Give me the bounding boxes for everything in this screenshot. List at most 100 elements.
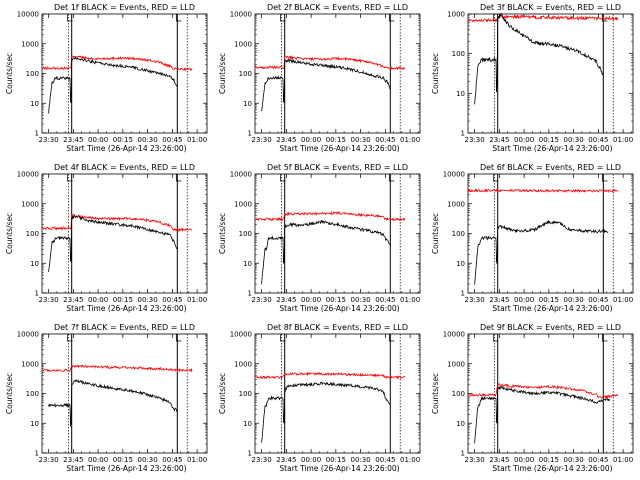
marker-bracket <box>175 174 182 182</box>
x-tick-label: 01:00 <box>187 136 207 144</box>
x-tick-label: 00:45 <box>375 456 395 464</box>
chart-svg-1: Det 1f BLACK = Events, RED = LLD 1 10 100 10… <box>5 3 208 153</box>
y-tick-label: 10 <box>30 420 39 428</box>
chart-svg-5: Det 5f BLACK = Events, RED = LLD 1 10 100 10… <box>218 163 421 313</box>
chart-panel-1: Det 1f BLACK = Events, RED = LLD 1 10 100 10… <box>0 0 213 160</box>
x-tick-label: 23:30 <box>39 136 59 144</box>
x-tick-label: 23:30 <box>39 456 59 464</box>
x-tick-label: 00:15 <box>326 456 346 464</box>
x-tick-label: 23:30 <box>39 296 59 304</box>
marker-bracket <box>493 14 499 22</box>
x-tick-label: 23:45 <box>63 136 83 144</box>
y-axis-label: Counts/sec <box>5 53 14 94</box>
x-tick-label: 00:45 <box>588 456 608 464</box>
marker-bracket <box>175 14 182 22</box>
series-events-line <box>48 379 178 427</box>
y-tick-label: 1000 <box>21 40 39 48</box>
x-tick-label: 00:00 <box>514 296 534 304</box>
marker-bracket <box>175 334 182 342</box>
marker-bracket <box>388 174 395 182</box>
x-tick-label: 00:15 <box>326 136 346 144</box>
x-axis-label: Start Time (26-Apr-14 23:26:00) <box>279 144 399 153</box>
x-axis-label: Start Time (26-Apr-14 23:26:00) <box>279 464 399 473</box>
y-tick-label: 1000 <box>234 200 252 208</box>
series-lld-line <box>41 213 193 233</box>
series-lld-line <box>254 210 406 222</box>
x-axis-label: Start Time (26-Apr-14 23:26:00) <box>279 304 399 313</box>
series-events-line <box>261 381 391 443</box>
chart-panel-4: Det 4f BLACK = Events, RED = LLD 1 10 100 10… <box>0 160 213 320</box>
y-tick-label: 10 <box>243 420 252 428</box>
y-tick-label: 1 <box>461 450 465 458</box>
y-tick-label: 10 <box>456 90 465 98</box>
chart-title: Det 9f BLACK = Events, RED = LLD <box>480 323 621 332</box>
y-tick-label: 10000 <box>230 11 252 19</box>
x-axis-label: Start Time (26-Apr-14 23:26:00) <box>492 144 612 153</box>
x-tick-label: 00:00 <box>301 136 321 144</box>
x-tick-label: 23:30 <box>252 296 272 304</box>
chart-panel-6: Det 6f BLACK = Events, RED = LLD 1 10 100 10… <box>426 160 639 320</box>
y-tick-label: 1 <box>248 450 252 458</box>
x-tick-label: 00:00 <box>88 456 108 464</box>
x-tick-label: 23:45 <box>63 456 83 464</box>
y-tick-label: 10 <box>243 100 252 108</box>
x-tick-label: 23:45 <box>276 296 296 304</box>
marker-bracket <box>388 14 395 22</box>
series-events-line <box>48 214 178 272</box>
x-tick-label: 23:45 <box>276 456 296 464</box>
x-tick-label: 01:00 <box>400 456 420 464</box>
y-tick-label: 1000 <box>21 360 39 368</box>
x-tick-label: 23:30 <box>252 136 272 144</box>
x-tick-label: 01:00 <box>613 296 633 304</box>
y-tick-label: 100 <box>239 230 252 238</box>
x-tick-label: 00:45 <box>162 136 182 144</box>
y-axis-label: Counts/sec <box>431 213 440 254</box>
series-events-line <box>474 385 611 444</box>
x-tick-label: 23:45 <box>489 456 509 464</box>
x-tick-label: 00:30 <box>351 456 371 464</box>
series-events-line <box>261 220 391 285</box>
x-tick-label: 01:00 <box>187 296 207 304</box>
x-tick-label: 01:00 <box>613 136 633 144</box>
x-tick-label: 23:45 <box>489 136 509 144</box>
chart-svg-2: Det 2f BLACK = Events, RED = LLD 1 10 100 10… <box>218 3 421 153</box>
plot-frame <box>467 13 634 134</box>
chart-title: Det 7f BLACK = Events, RED = LLD <box>54 323 195 332</box>
marker-bracket <box>280 14 286 22</box>
marker-bracket <box>601 14 608 22</box>
y-tick-label: 1000 <box>234 360 252 368</box>
x-tick-label: 00:15 <box>113 296 133 304</box>
x-tick-label: 00:30 <box>564 296 584 304</box>
marker-bracket <box>280 174 286 182</box>
marker-bracket <box>67 174 73 182</box>
x-tick-label: 23:45 <box>63 296 83 304</box>
y-tick-label: 1 <box>248 290 252 298</box>
y-tick-label: 1 <box>461 130 465 138</box>
x-tick-label: 00:45 <box>588 296 608 304</box>
chart-title: Det 8f BLACK = Events, RED = LLD <box>267 323 408 332</box>
x-tick-label: 00:00 <box>514 456 534 464</box>
y-tick-label: 10 <box>243 260 252 268</box>
y-tick-label: 1 <box>35 290 39 298</box>
x-tick-label: 00:15 <box>539 296 559 304</box>
x-tick-label: 00:00 <box>88 296 108 304</box>
y-axis-label: Counts/sec <box>5 213 14 254</box>
y-tick-label: 100 <box>452 50 465 58</box>
x-axis-label: Start Time (26-Apr-14 23:26:00) <box>66 144 186 153</box>
y-tick-label: 100 <box>239 390 252 398</box>
chart-svg-3: Det 3f BLACK = Events, RED = LLD 1 10 100 10… <box>431 3 634 153</box>
y-tick-label: 100 <box>26 70 39 78</box>
y-tick-label: 10000 <box>443 171 465 179</box>
y-tick-label: 10000 <box>17 11 39 19</box>
x-tick-label: 01:00 <box>400 136 420 144</box>
x-tick-label: 23:30 <box>465 136 485 144</box>
y-tick-label: 10 <box>30 100 39 108</box>
x-tick-label: 00:45 <box>375 136 395 144</box>
chart-svg-6: Det 6f BLACK = Events, RED = LLD 1 10 100 10… <box>431 163 634 313</box>
chart-panel-3: Det 3f BLACK = Events, RED = LLD 1 10 100 10… <box>426 0 639 160</box>
marker-bracket <box>601 334 608 342</box>
plot-frame <box>41 333 208 454</box>
marker-bracket <box>67 14 73 22</box>
marker-bracket <box>280 334 286 342</box>
